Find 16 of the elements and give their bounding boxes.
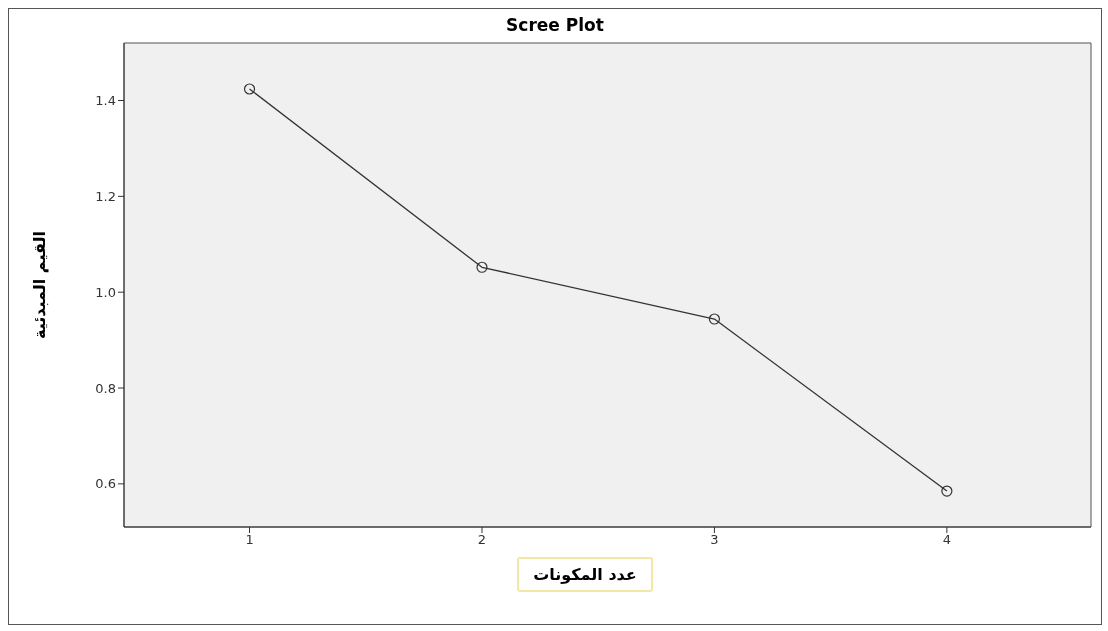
point: [243, 83, 256, 95]
y-tick-label: 1.4: [95, 93, 116, 109]
chart-title: Scree Plot: [505, 15, 605, 37]
y-tick-label: 0.8: [95, 380, 116, 396]
x-tick-label: 3: [710, 532, 719, 548]
x-tick-label: 1: [245, 532, 254, 548]
x-tick-label: 4: [942, 532, 952, 548]
y-tick-label: 0.6: [95, 476, 116, 492]
point: [708, 313, 721, 325]
x-axis-title: عدد المكونات: [517, 557, 653, 592]
point: [941, 485, 953, 497]
point: [476, 261, 488, 273]
x-tick-label: 2: [477, 532, 487, 548]
y-axis-title: القيم المبدئية: [29, 231, 49, 339]
y-tick-label: 1.2: [95, 188, 116, 204]
y-tick-label: 1.0: [95, 284, 116, 300]
